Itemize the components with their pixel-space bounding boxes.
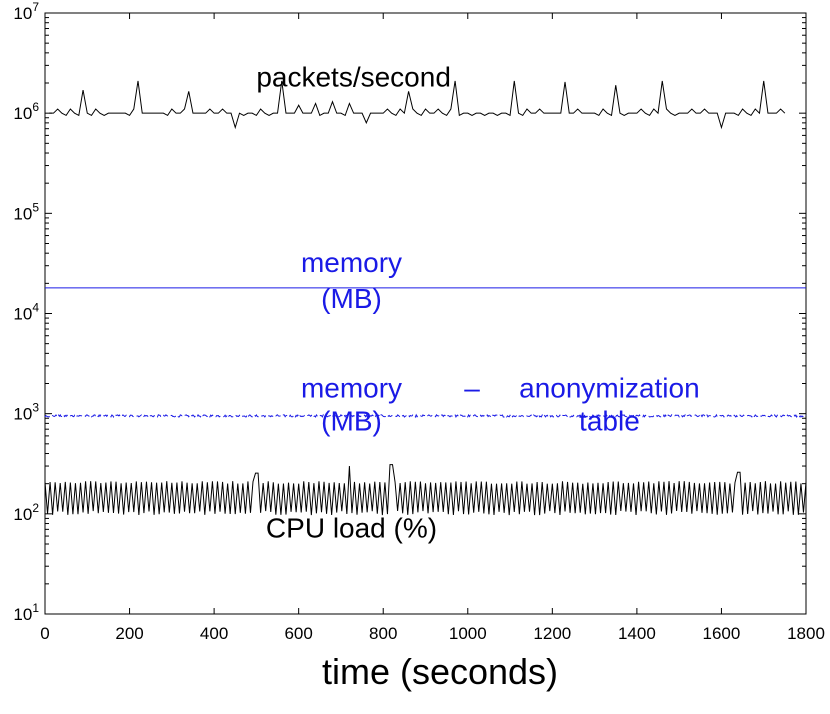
- y-tick-label: 107: [13, 0, 39, 23]
- y-tick-label: 106: [13, 100, 39, 123]
- x-tick-label: 800: [369, 624, 397, 643]
- x-tick-label: 1800: [787, 624, 825, 643]
- y-tick-label: 104: [13, 301, 39, 324]
- y-tick-label: 103: [13, 401, 39, 424]
- chart-annotation: packets/second: [256, 61, 451, 92]
- x-axis-label: time (seconds): [322, 651, 558, 692]
- x-tick-label: 1400: [618, 624, 656, 643]
- chart-annotation: –: [464, 373, 480, 404]
- y-tick-label: 102: [13, 501, 39, 524]
- series-layer: [44, 80, 807, 516]
- chart-annotation: anonymization: [519, 373, 700, 404]
- chart-annotation: CPU load (%): [266, 513, 437, 544]
- chart-annotation: memory: [301, 373, 402, 404]
- x-axis-ticks: 0 200 400 600 800 1000 1200 1400 1600 1800: [40, 13, 825, 643]
- x-tick-label: 600: [284, 624, 312, 643]
- chart-annotation: memory: [301, 247, 402, 278]
- chart-annotation: (MB): [321, 283, 382, 314]
- x-tick-label: 1200: [533, 624, 571, 643]
- y-tick-label: 105: [13, 200, 39, 223]
- chart-annotation: table: [579, 405, 640, 436]
- x-tick-label: 200: [115, 624, 143, 643]
- y-axis-ticks: 101 102 103 104 105 106 107: [13, 0, 806, 624]
- x-tick-label: 400: [200, 624, 228, 643]
- series-cpu-load: [44, 464, 807, 516]
- x-tick-label: 0: [40, 624, 49, 643]
- x-tick-label: 1600: [703, 624, 741, 643]
- series-packets-per-second: [49, 80, 786, 130]
- chart-annotation: (MB): [321, 405, 382, 436]
- y-tick-label: 101: [13, 601, 39, 624]
- series-memory-anonymization-table: [44, 413, 807, 419]
- x-tick-label: 1000: [449, 624, 487, 643]
